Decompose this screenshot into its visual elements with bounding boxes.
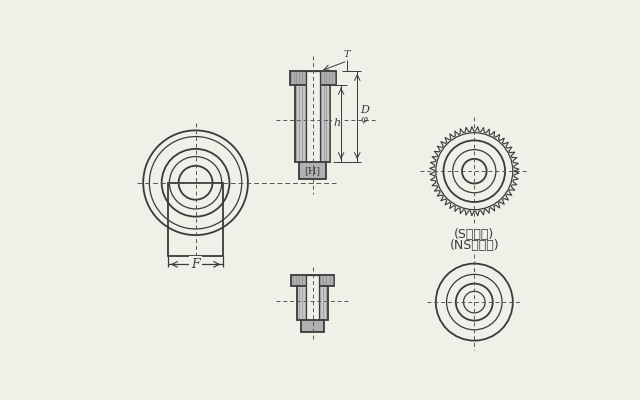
Bar	[301, 320, 324, 332]
Text: (Sタイプ): (Sタイプ)	[454, 228, 495, 241]
Bar	[295, 85, 330, 162]
Bar	[289, 71, 336, 85]
Bar	[168, 183, 223, 256]
Bar	[291, 275, 334, 286]
Bar	[306, 71, 319, 162]
Bar	[307, 275, 319, 320]
Text: F: F	[191, 258, 200, 271]
Text: D: D	[360, 105, 369, 115]
Text: φ: φ	[360, 115, 367, 124]
Text: h: h	[333, 118, 340, 128]
Text: [H]: [H]	[305, 166, 321, 175]
Bar	[297, 286, 328, 320]
Bar	[299, 162, 326, 179]
Text: T: T	[343, 50, 349, 59]
Text: (NSタイプ): (NSタイプ)	[449, 239, 499, 252]
